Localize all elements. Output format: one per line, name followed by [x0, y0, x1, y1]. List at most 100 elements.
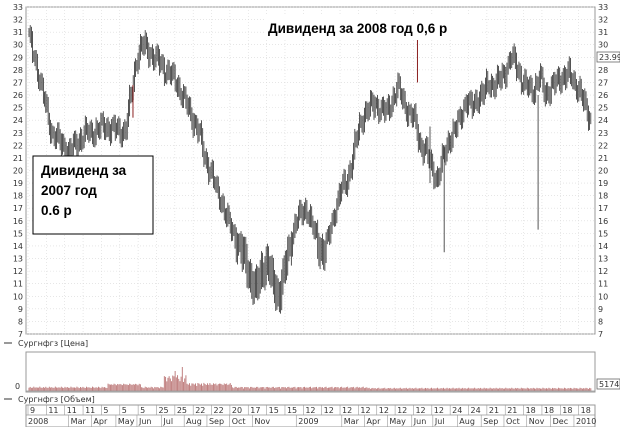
volume-zero-label: 0: [15, 382, 20, 391]
day-tick-label: 21: [507, 406, 517, 415]
day-tick-label: 5: [122, 406, 127, 415]
price-tick-label-left: 17: [13, 204, 23, 213]
month-tick-label: Jun: [413, 417, 427, 426]
day-tick-label: 15: [269, 406, 279, 415]
annotation-2007-line3: 0.6 р: [41, 203, 72, 218]
day-tick-label: 12: [305, 406, 315, 415]
price-tick-label-left: 22: [13, 141, 23, 150]
price-tick-label-right: 17: [598, 204, 608, 213]
month-tick-label: 2010: [576, 417, 596, 426]
price-tick-label-left: 15: [13, 229, 23, 238]
price-tick-label-right: 11: [598, 280, 608, 289]
day-tick-label: 11: [48, 406, 58, 415]
annotation-2007-line2: 2007 год: [41, 183, 97, 198]
price-series: [28, 25, 592, 314]
annotation-2008-box: [264, 15, 480, 40]
day-tick-row: 9 11 11 11 5 5 5 25 25 22 22 20 17 15 15 12 12 12 12 12 12 12…: [27, 405, 591, 415]
volume-legend: Сургнфгз [Объем]: [18, 395, 95, 404]
volume-series: [26, 367, 595, 392]
month-tick-label: Oct: [506, 417, 520, 426]
day-tick-label: 12: [397, 406, 407, 415]
price-tick-label-left: 14: [13, 242, 23, 251]
price-tick-label-right: 26: [598, 91, 608, 100]
price-axis-left: 7 8 9 10 11 12 13 14 15 16 17 18 19 20 21 22 23 24 25 26 27 2…: [13, 3, 23, 339]
price-tick-label-right: 25: [598, 104, 608, 113]
price-legend: Сургнфгз [Цена]: [18, 339, 88, 348]
month-tick-label: Mar: [71, 417, 87, 426]
day-tick-label: 5: [140, 406, 145, 415]
day-tick-label: 17: [250, 406, 260, 415]
day-tick-label: 12: [342, 406, 352, 415]
price-tick-label-right: 20: [598, 167, 608, 176]
price-tick-label-left: 11: [13, 280, 23, 289]
price-tick-label-left: 25: [13, 104, 23, 113]
price-tick-label-left: 21: [13, 154, 23, 163]
day-tick-label: 18: [562, 406, 572, 415]
month-tick-label: May: [389, 417, 406, 426]
month-tick-label: Aug: [459, 417, 475, 426]
day-tick-label: 22: [195, 406, 205, 415]
price-tick-label-right: 24: [598, 116, 608, 125]
price-tick-label-left: 32: [13, 16, 23, 25]
price-tick-label-left: 8: [18, 317, 23, 326]
day-tick-label: 25: [158, 406, 168, 415]
price-tick-label-left: 13: [13, 255, 23, 264]
last-price-tag: [596, 51, 620, 63]
day-tick-label: 24: [452, 406, 462, 415]
month-tick-label: Mar: [344, 417, 360, 426]
price-tick-label-left: 9: [18, 305, 23, 314]
last-volume-tag: [596, 378, 620, 390]
price-tick-label-left: 19: [13, 179, 23, 188]
price-tick-label-left: 29: [13, 53, 23, 62]
day-tick-label: 18: [526, 406, 536, 415]
price-tick-label-left: 28: [13, 66, 23, 75]
price-tick-label-right: 13: [598, 255, 608, 264]
price-tick-label-right: 28: [598, 66, 608, 75]
price-tick-label-right: 33: [598, 3, 608, 12]
month-tick-label: Sep: [483, 417, 498, 426]
price-tick-label-left: 24: [13, 116, 23, 125]
day-tick-label: 18: [544, 406, 554, 415]
price-tick-label-left: 7: [18, 330, 23, 339]
day-tick-label: 21: [489, 406, 499, 415]
day-tick-label: 11: [67, 406, 77, 415]
month-tick-label: Sep: [209, 417, 224, 426]
day-tick-label: 12: [434, 406, 444, 415]
price-tick-label-right: 8: [598, 317, 603, 326]
day-tick-label: 24: [471, 406, 481, 415]
price-tick-label-left: 12: [13, 267, 23, 276]
price-tick-label-right: 19: [598, 179, 608, 188]
price-tick-label-right: 22: [598, 141, 608, 150]
dividend-markers: [132, 38, 539, 253]
day-tick-label: 25: [177, 406, 187, 415]
month-tick-label: Nov: [529, 417, 545, 426]
day-tick-label: 12: [324, 406, 334, 415]
price-tick-label-left: 33: [13, 3, 23, 12]
month-tick-label: 2009: [298, 417, 318, 426]
price-tick-label-right: 30: [598, 41, 608, 50]
price-tick-label-left: 10: [13, 292, 23, 301]
last-volume-label: 5174: [599, 380, 619, 389]
month-tick-label: Oct: [232, 417, 246, 426]
month-tick-label: Apr: [93, 417, 108, 426]
annotation-2007-line1: Дивиденд за: [41, 163, 127, 178]
price-tick-label-right: 10: [598, 292, 608, 301]
price-tick-label-right: 18: [598, 192, 608, 201]
price-tick-label-right: 12: [598, 267, 608, 276]
day-tick-label: 12: [379, 406, 389, 415]
month-tick-label: Jun: [138, 417, 152, 426]
month-tick-label: 2008: [28, 417, 48, 426]
price-tick-label-right: 31: [598, 28, 608, 37]
day-tick-label: 15: [287, 406, 297, 415]
price-tick-label-left: 26: [13, 91, 23, 100]
price-tick-label-left: 27: [13, 78, 23, 87]
price-tick-label-left: 20: [13, 167, 23, 176]
month-tick-label: Jul: [162, 417, 173, 426]
day-tick-label: 12: [415, 406, 425, 415]
price-tick-label-left: 23: [13, 129, 23, 138]
month-tick-label: Apr: [367, 417, 382, 426]
price-tick-label-right: 16: [598, 217, 608, 226]
day-tick-label: 22: [214, 406, 224, 415]
time-grid: [27, 7, 579, 334]
